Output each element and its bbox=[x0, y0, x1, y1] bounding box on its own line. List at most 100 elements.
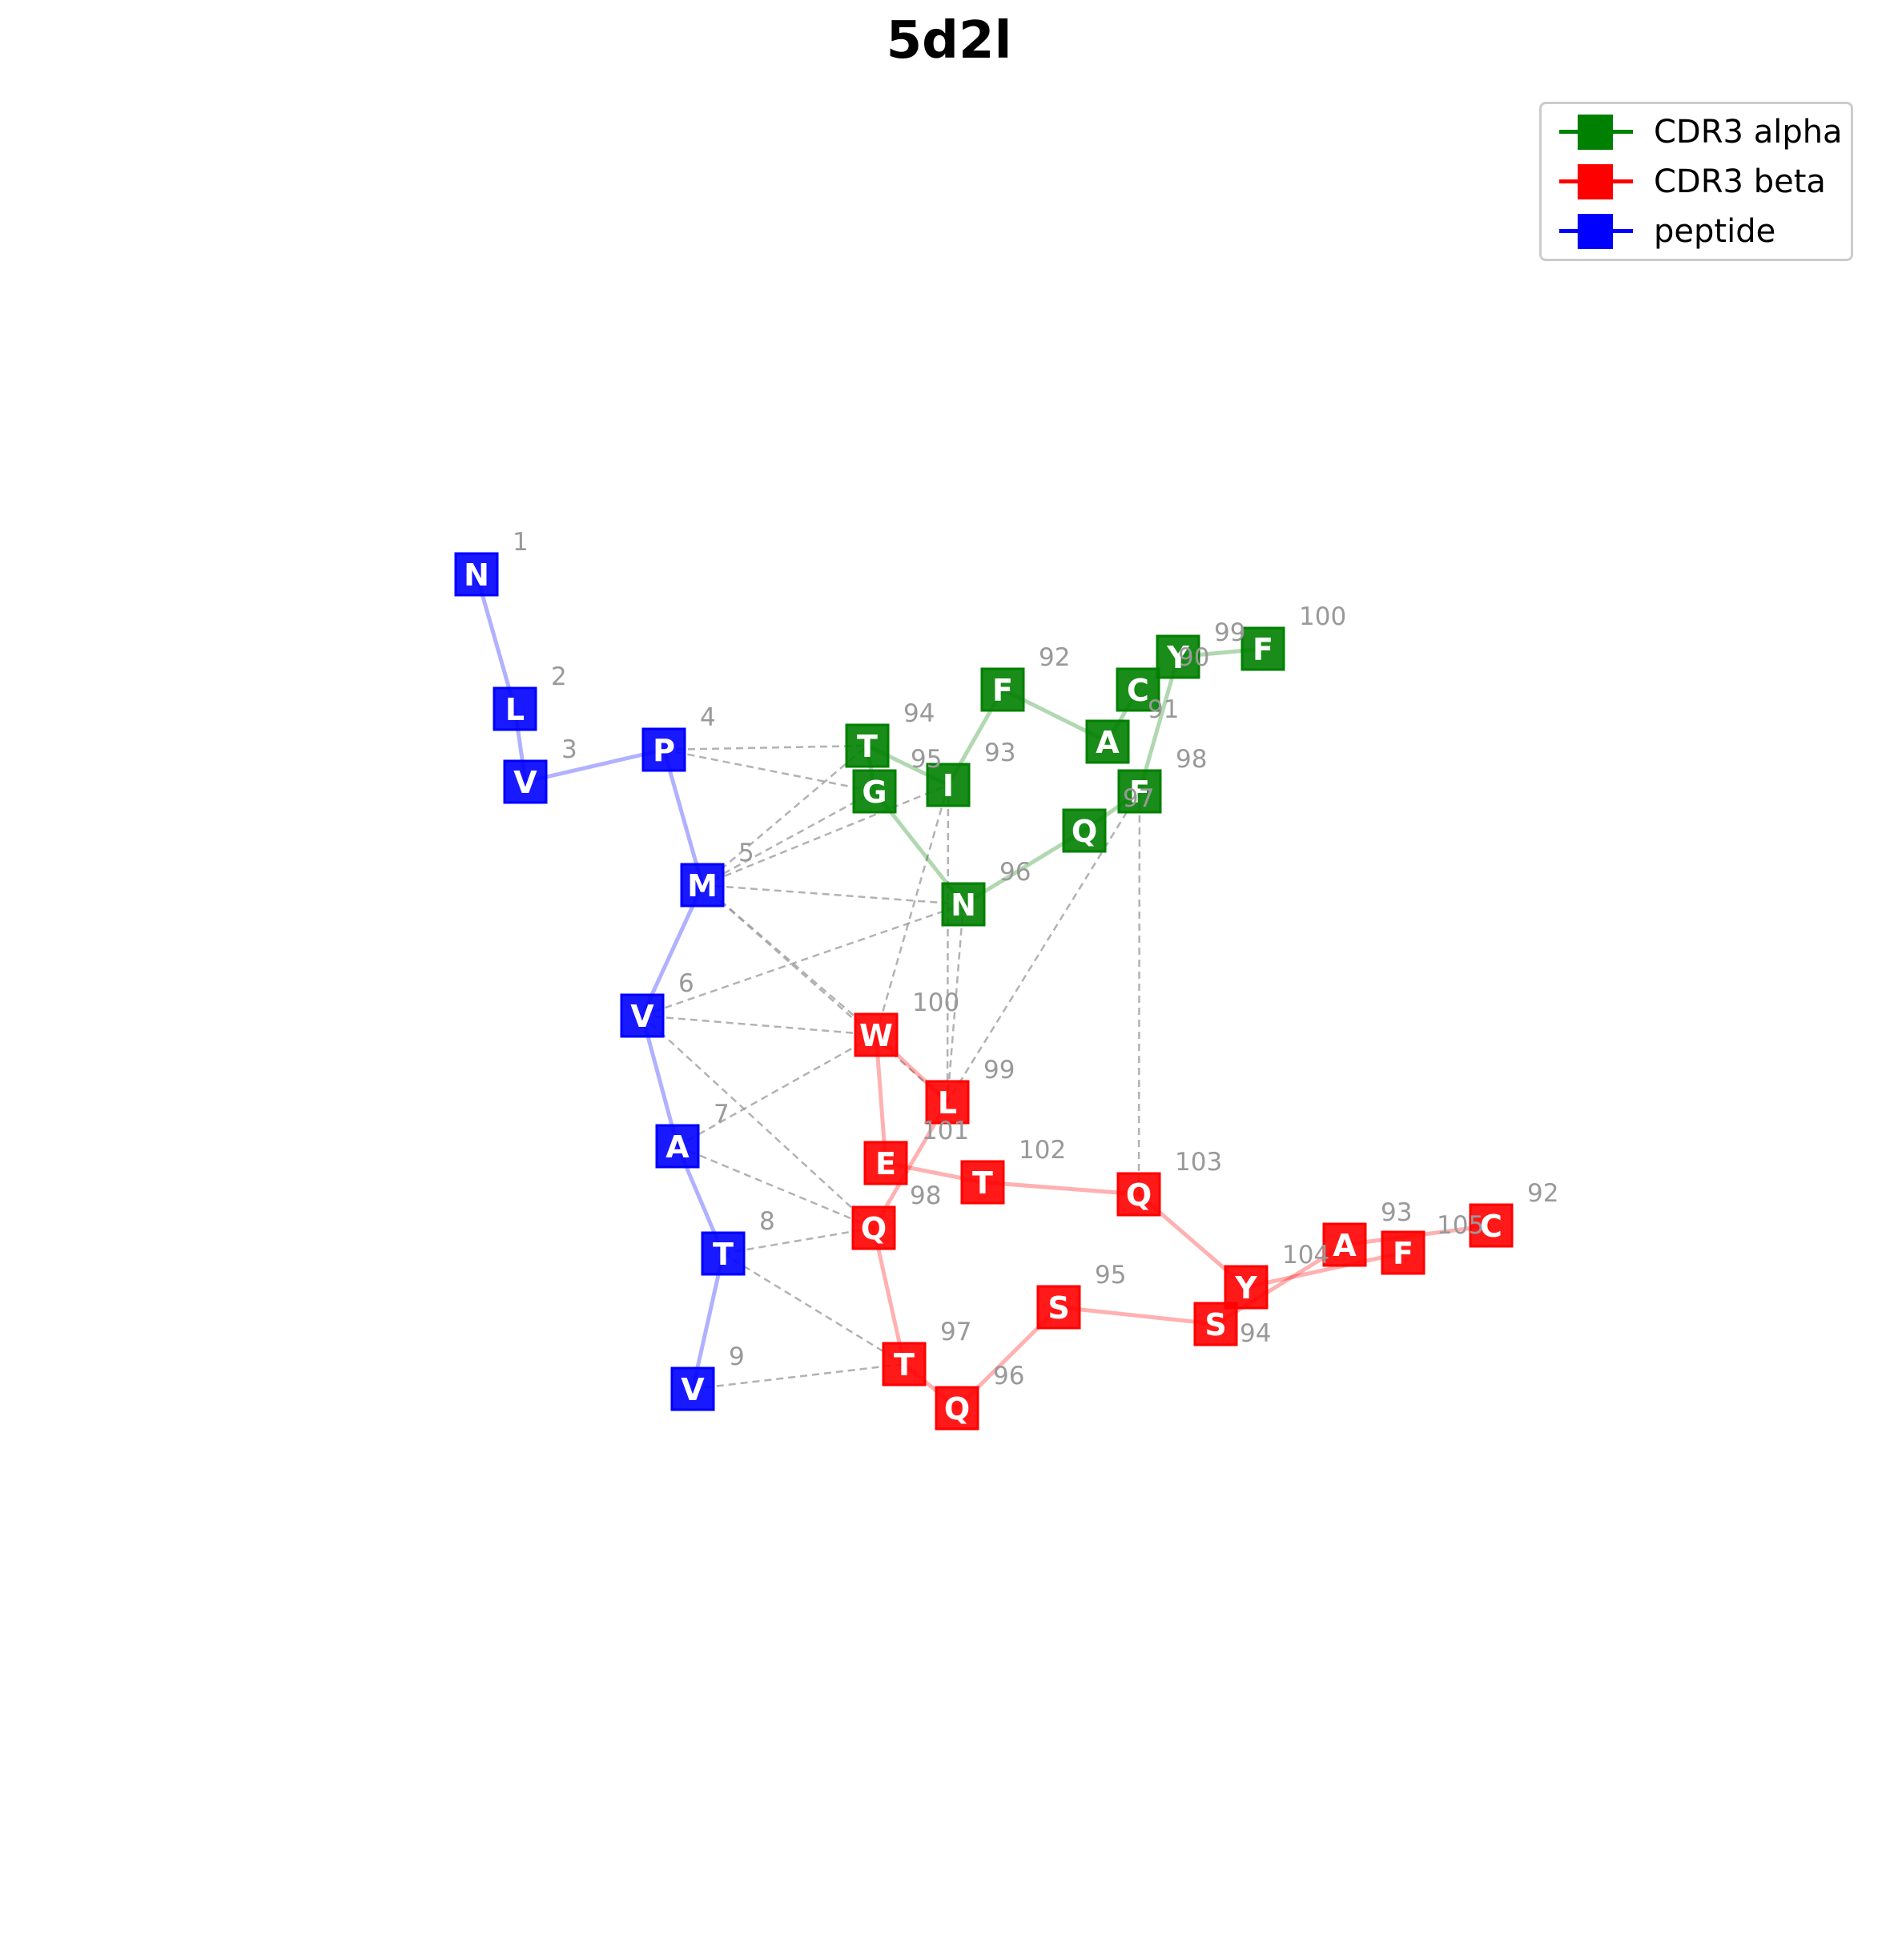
residue-node-b105: F bbox=[1381, 1230, 1426, 1275]
residue-marker bbox=[882, 1342, 927, 1386]
residue-index-b92: 92 bbox=[1527, 1179, 1558, 1208]
residue-node-p1: N bbox=[454, 552, 499, 597]
contact-edges bbox=[641, 744, 1141, 1391]
residue-letter: N bbox=[464, 557, 489, 593]
residue-node-a90: C bbox=[1116, 667, 1160, 712]
residue-letter: Y bbox=[1166, 640, 1189, 675]
residue-index-p4: 4 bbox=[700, 703, 716, 732]
contact-edge-a98-b103 bbox=[1137, 791, 1141, 1195]
residue-marker bbox=[935, 1386, 979, 1431]
contact-edge-p6-b98 bbox=[641, 1015, 875, 1229]
residue-index-b104: 104 bbox=[1282, 1241, 1329, 1270]
residue-index-p3: 3 bbox=[561, 735, 577, 764]
backbone-edge-b94-b95 bbox=[1058, 1305, 1216, 1326]
residue-marker bbox=[1381, 1230, 1426, 1275]
residue-node-p6: V bbox=[620, 993, 665, 1038]
residue-index-b100: 100 bbox=[912, 988, 959, 1017]
residue-marker bbox=[960, 1160, 1005, 1205]
contact-edge-a93-b100 bbox=[875, 784, 950, 1036]
contact-edge-p5-a94 bbox=[702, 745, 868, 886]
residue-index-b95: 95 bbox=[1095, 1261, 1126, 1290]
residue-marker bbox=[1322, 1222, 1367, 1267]
contact-edge-p8-b98 bbox=[722, 1226, 875, 1255]
residue-node-a100: F bbox=[1241, 626, 1285, 671]
legend-marker-peptide bbox=[1578, 214, 1613, 249]
legend-label-cdr3-alpha: CDR3 alpha bbox=[1654, 114, 1843, 151]
legend-item-peptide: peptide bbox=[1550, 211, 1848, 252]
residue-letter: C bbox=[1127, 673, 1149, 708]
residue-letter: L bbox=[938, 1085, 957, 1121]
residue-node-p8: T bbox=[701, 1231, 746, 1276]
contact-edge-a93-b99 bbox=[946, 784, 950, 1103]
residue-letter: F bbox=[1253, 632, 1273, 667]
backbone-edge-a98-a99 bbox=[1137, 656, 1180, 792]
backbone-edge-p3-p4 bbox=[525, 747, 665, 784]
residue-marker bbox=[1224, 1265, 1269, 1310]
residue-node-b102: T bbox=[960, 1160, 1005, 1205]
residue-marker bbox=[1036, 1285, 1081, 1330]
residue-marker bbox=[1469, 1203, 1514, 1248]
residue-letter: G bbox=[862, 775, 887, 810]
residue-marker bbox=[852, 769, 897, 814]
residue-node-p7: A bbox=[655, 1124, 700, 1169]
residue-node-a98: F bbox=[1117, 769, 1162, 814]
residue-letter: A bbox=[1333, 1228, 1357, 1263]
residue-letter: A bbox=[1096, 725, 1120, 760]
contact-edge-p5-a95 bbox=[702, 790, 875, 887]
residue-index-p2: 2 bbox=[551, 662, 567, 691]
residue-letter: Q bbox=[861, 1211, 887, 1246]
residue-marker bbox=[863, 1141, 908, 1185]
residue-index-b94: 94 bbox=[1240, 1319, 1271, 1348]
backbone-edge-b102-b103 bbox=[982, 1180, 1140, 1197]
backbone-edge-p1-p2 bbox=[474, 574, 517, 710]
residue-node-p3: V bbox=[503, 759, 548, 804]
residue-letter: Y bbox=[1234, 1270, 1257, 1306]
residue-marker bbox=[454, 552, 499, 597]
residue-index-a92: 92 bbox=[1039, 643, 1070, 672]
residue-letter: F bbox=[992, 673, 1013, 708]
residue-marker bbox=[1193, 1302, 1238, 1346]
contact-edge-p4-a95 bbox=[663, 748, 875, 793]
residue-node-a96: N bbox=[941, 882, 986, 927]
residue-index-b96: 96 bbox=[993, 1362, 1024, 1391]
residue-index-p7: 7 bbox=[714, 1100, 730, 1129]
residue-node-p4: P bbox=[641, 727, 686, 772]
residue-marker bbox=[670, 1366, 715, 1411]
contact-edge-p6-a96 bbox=[641, 903, 964, 1017]
residue-index-b102: 102 bbox=[1019, 1136, 1066, 1165]
backbone-edge-p4-p5 bbox=[661, 749, 705, 886]
residue-marker bbox=[655, 1124, 700, 1169]
contact-edge-p9-b97 bbox=[692, 1362, 905, 1391]
residue-index-a96: 96 bbox=[999, 858, 1031, 887]
residue-marker bbox=[980, 667, 1025, 712]
residue-marker bbox=[1117, 769, 1162, 814]
residue-index-b97: 97 bbox=[940, 1318, 971, 1346]
residue-node-b93: A bbox=[1322, 1222, 1367, 1267]
residue-letter: F bbox=[1393, 1236, 1413, 1271]
residue-node-a94: T bbox=[845, 723, 890, 768]
residue-letter: A bbox=[666, 1129, 690, 1165]
residue-node-b94: S bbox=[1193, 1302, 1238, 1346]
residue-index-b101: 101 bbox=[922, 1117, 969, 1145]
residue-letter: Q bbox=[1072, 814, 1097, 849]
residue-marker bbox=[926, 763, 971, 807]
residue-index-a100: 100 bbox=[1299, 602, 1346, 631]
contact-edge-p8-b97 bbox=[722, 1252, 905, 1366]
residue-node-b101: E bbox=[863, 1141, 908, 1185]
residue-node-b100: W bbox=[854, 1012, 899, 1057]
legend-item-cdr3-beta: CDR3 beta bbox=[1550, 162, 1848, 202]
residue-letter: Q bbox=[1126, 1177, 1152, 1213]
residue-letter: P bbox=[653, 733, 675, 768]
residue-index-b99: 99 bbox=[983, 1056, 1015, 1085]
residue-marker bbox=[641, 727, 686, 772]
legend-marker-cdr3-alpha bbox=[1578, 115, 1613, 150]
residue-letter: V bbox=[630, 999, 654, 1034]
contact-edge-a96-b99 bbox=[946, 904, 965, 1103]
contact-edge-p7-b100 bbox=[677, 1033, 877, 1148]
legend-item-cdr3-alpha: CDR3 alpha bbox=[1550, 112, 1848, 152]
residue-letter: L bbox=[505, 692, 525, 727]
residue-marker bbox=[1241, 626, 1285, 671]
residue-marker bbox=[503, 759, 548, 804]
contact-edge-p4-a94 bbox=[663, 744, 868, 751]
